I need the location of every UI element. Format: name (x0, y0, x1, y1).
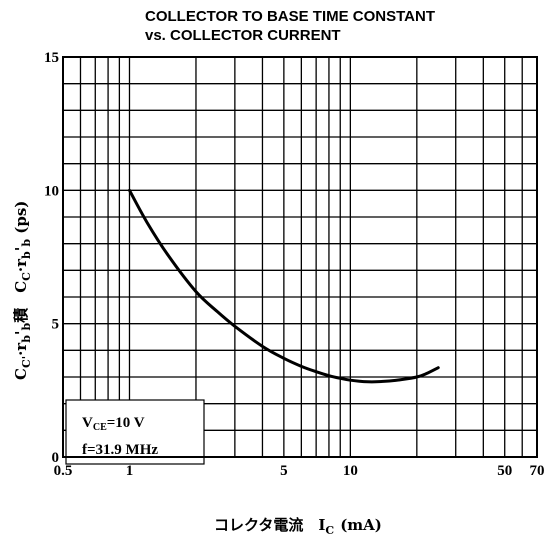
y-label-text: ·r (12, 258, 30, 272)
y-label-text: (ps) (12, 201, 30, 239)
y-label-text: C (12, 368, 30, 380)
y-axis-label: CC'·rb'b積 CC·rb'b (ps) (12, 201, 33, 380)
x-tick-label: 70 (530, 463, 545, 479)
y-label-text: 積 C (12, 281, 30, 324)
y-tick-labels: 0 5 10 15 (44, 50, 59, 466)
y-tick-label: 15 (44, 50, 59, 66)
x-tick-label: 50 (497, 463, 512, 479)
x-axis-label-subscript: C (325, 524, 334, 537)
x-axis-label: コレクタ電流 IC (mA) (214, 516, 382, 537)
series-group (127, 188, 440, 384)
annotation-v: V (82, 415, 93, 431)
y-label-subscript: b (20, 251, 33, 259)
annotation-line-2: f=31.9 MHz (82, 442, 158, 458)
chart-title-line-2: vs. COLLECTOR CURRENT (145, 27, 341, 44)
y-tick-label: 10 (44, 183, 59, 199)
x-tick-label: 0.5 (54, 463, 73, 479)
x-tick-label: 5 (280, 463, 288, 479)
annotation-v-value: =10 V (107, 415, 145, 431)
y-tick-label: 0 (52, 450, 60, 466)
x-axis-label-text: コレクタ電流 I (214, 516, 325, 534)
y-label-subscript: b (20, 239, 33, 247)
grid (63, 56, 538, 458)
series-line (127, 188, 440, 384)
chart-title-line-1: COLLECTOR TO BASE TIME CONSTANT (145, 8, 435, 25)
annotation-frame (65, 399, 205, 465)
y-label-subscript: b (20, 335, 33, 343)
y-label-subscript: b (20, 323, 33, 331)
x-axis-label-unit: (mA) (340, 516, 382, 534)
plot-frame (62, 56, 538, 458)
y-tick-label: 5 (52, 317, 60, 333)
annotation-box: VCE=10 V f=31.9 MHz (65, 399, 205, 465)
x-tick-label: 10 (343, 463, 358, 479)
x-tick-labels: 0.5 1 5 10 50 70 (54, 463, 545, 479)
annotation-line-1: VCE=10 V (82, 415, 145, 433)
y-label-subscript: C' (20, 356, 33, 368)
x-tick-label: 1 (126, 463, 134, 479)
y-label-subscript: C (20, 272, 33, 281)
y-label-text: ' (12, 331, 30, 336)
y-label-text: ·r (12, 342, 30, 356)
y-label-text: ' (12, 247, 30, 252)
annotation-v-subscript: CE (93, 422, 107, 433)
